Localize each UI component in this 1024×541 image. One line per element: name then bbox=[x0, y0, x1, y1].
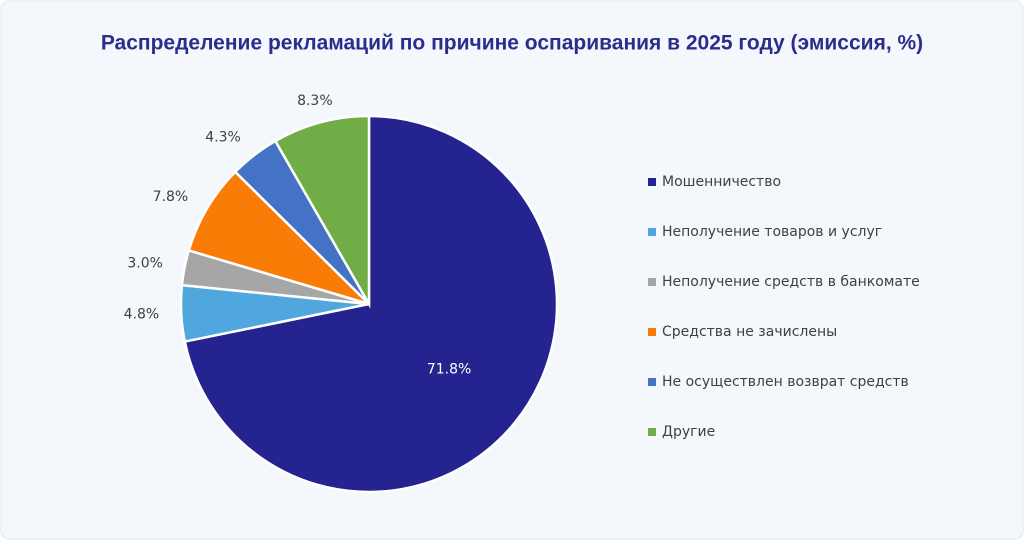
pie-slice bbox=[187, 170, 370, 306]
legend-label: Другие bbox=[662, 424, 715, 440]
data-label: 7.8% bbox=[153, 189, 189, 205]
data-label: 8.3% bbox=[297, 93, 333, 109]
legend-marker bbox=[648, 228, 656, 236]
legend-marker bbox=[648, 428, 656, 436]
legend-label: Неполучение средств в банкомате bbox=[662, 274, 920, 290]
chart-title: Распределение рекламаций по причине оспа… bbox=[101, 32, 923, 55]
pie-slice bbox=[273, 114, 371, 309]
data-label: 4.8% bbox=[124, 307, 160, 323]
data-label: 3.0% bbox=[127, 255, 163, 271]
legend-label: Мошенничество bbox=[662, 174, 781, 190]
legend-label: Неполучение товаров и услуг bbox=[662, 224, 882, 240]
data-label: 4.3% bbox=[205, 130, 241, 146]
legend-label: Средства не зачислены bbox=[662, 324, 837, 340]
pie-slice bbox=[183, 114, 559, 494]
legend-marker bbox=[648, 178, 656, 186]
legend-marker bbox=[648, 328, 656, 336]
data-label: 71.8% bbox=[427, 361, 471, 377]
legend-label: Не осуществлен возврат средств bbox=[662, 374, 909, 390]
legend-marker bbox=[648, 278, 656, 286]
legend-marker bbox=[648, 378, 656, 386]
